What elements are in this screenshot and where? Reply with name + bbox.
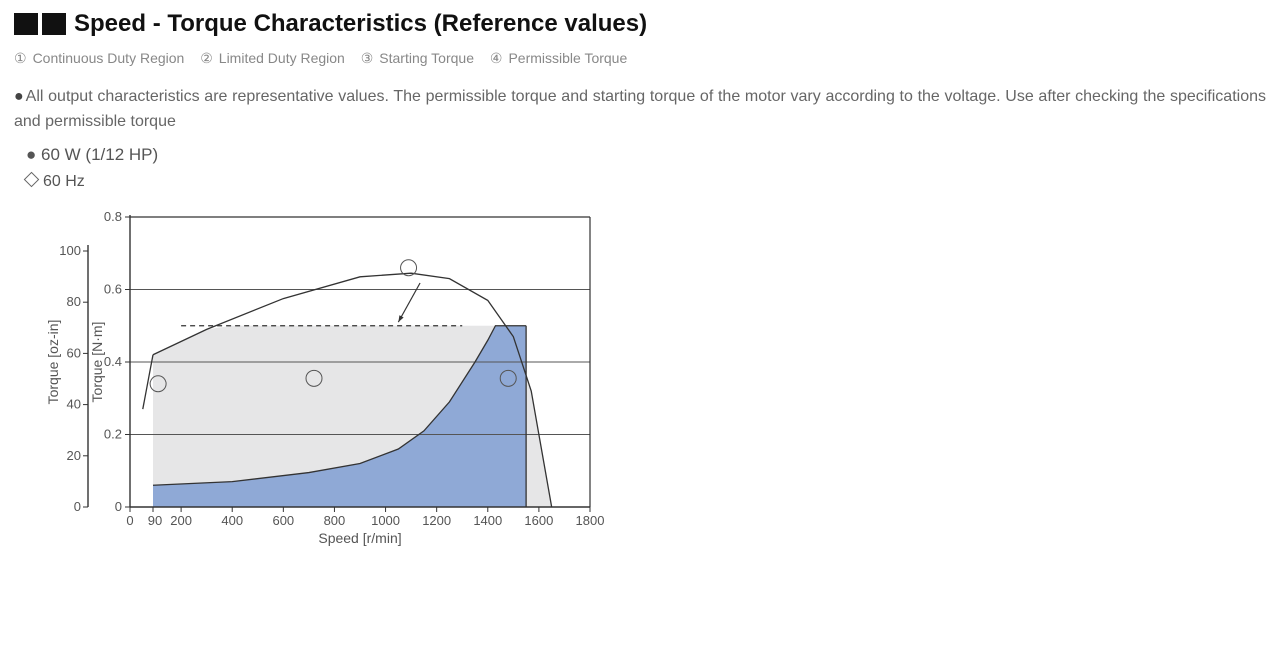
y2-axis-label: Torque [oz-in] (45, 319, 61, 404)
page-title: Speed - Torque Characteristics (Referenc… (74, 10, 647, 38)
legend-item-4: ④Permissible Torque (490, 50, 633, 66)
power-heading: ● 60 W (1/12 HP) (26, 145, 1266, 165)
title-decorative-boxes (14, 13, 66, 35)
arrow-line (398, 283, 420, 322)
y2-tick-label: 40 (67, 396, 81, 411)
x-tick-label: 1200 (422, 513, 451, 528)
x-tick-label: 800 (324, 513, 346, 528)
legend-item-3: ③Starting Torque (361, 50, 484, 66)
x-tick-label: 1800 (576, 513, 605, 528)
starting-torque-line (143, 354, 153, 408)
y1-tick-label: 0.6 (104, 281, 122, 296)
y2-tick-label: 0 (74, 499, 81, 514)
y1-tick-label: 0.4 (104, 354, 122, 369)
x-tick-label: 0 (126, 513, 133, 528)
y2-tick-label: 60 (67, 345, 81, 360)
y2-tick-label: 20 (67, 447, 81, 462)
y1-tick-label: 0.8 (104, 209, 122, 224)
x-tick-label: 1400 (473, 513, 502, 528)
y1-tick-label: 0.2 (104, 426, 122, 441)
legend-item-2: ②Limited Duty Region (200, 50, 355, 66)
chart-svg: 09020040060080010001200140016001800Speed… (30, 197, 630, 557)
x-tick-label: 400 (221, 513, 243, 528)
x-axis-label: Speed [r/min] (318, 530, 401, 546)
y1-axis-label: Torque [N·m] (89, 321, 105, 402)
x-tick-label: 200 (170, 513, 192, 528)
x-tick-label: 1600 (524, 513, 553, 528)
speed-torque-chart: 09020040060080010001200140016001800Speed… (30, 197, 1266, 557)
legend-item-1: ①Continuous Duty Region (14, 50, 194, 66)
bullet-icon: ● (26, 145, 36, 164)
section-title-row: Speed - Torque Characteristics (Referenc… (14, 10, 1266, 38)
x-tick-label: 90 (148, 513, 162, 528)
note-text: ●All output characteristics are represen… (14, 85, 1266, 135)
diamond-icon (24, 171, 40, 187)
arrow-head (398, 315, 403, 322)
x-tick-label: 600 (272, 513, 294, 528)
region-legend: ①Continuous Duty Region ②Limited Duty Re… (14, 50, 1266, 67)
y2-tick-label: 100 (59, 243, 81, 258)
y1-tick-label: 0 (115, 499, 122, 514)
freq-heading: 60 Hz (26, 173, 1266, 191)
y2-tick-label: 80 (67, 294, 81, 309)
x-tick-label: 1000 (371, 513, 400, 528)
bullet-icon: ● (14, 85, 24, 110)
